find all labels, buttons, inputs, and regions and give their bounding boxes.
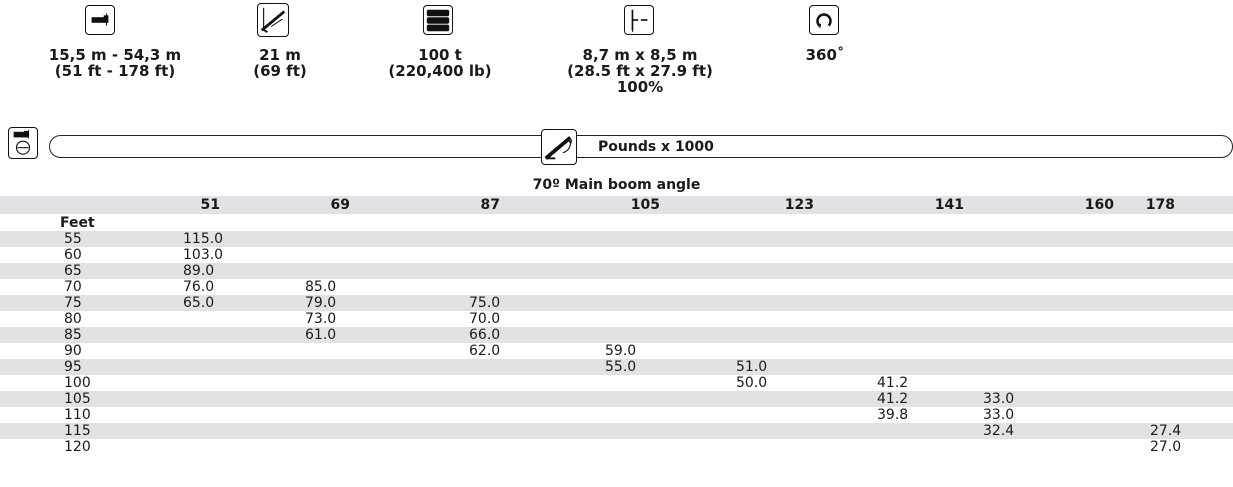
table-cell: 89.0 bbox=[183, 263, 215, 279]
table-cell: 65.0 bbox=[183, 295, 215, 311]
row-label: 105 bbox=[64, 391, 91, 407]
table-row: 80 73.0 70.0 bbox=[0, 311, 1233, 327]
table-cell: 32.4 bbox=[983, 423, 1015, 439]
spec-line: (220,400 lb) bbox=[388, 62, 492, 80]
boom-radius-icon bbox=[8, 127, 38, 159]
table-cell: 70.0 bbox=[469, 311, 501, 327]
spec-line: 15,5 m - 54,3 m bbox=[48, 46, 182, 64]
boom-angle-icon bbox=[541, 129, 577, 165]
counterweight-icon bbox=[423, 5, 453, 35]
table-cell: 79.0 bbox=[305, 295, 337, 311]
table-cell: 33.0 bbox=[983, 407, 1015, 423]
row-label: 65 bbox=[64, 263, 82, 279]
angle-header: 70º Main boom angle bbox=[532, 177, 701, 193]
column-header: 160 bbox=[1084, 197, 1114, 213]
table-cell: 55.0 bbox=[605, 359, 637, 375]
row-label: 70 bbox=[64, 279, 82, 295]
table-cell: 76.0 bbox=[183, 279, 215, 295]
table-row: 55 115.0 bbox=[0, 231, 1233, 247]
table-cell: 85.0 bbox=[305, 279, 337, 295]
spec-line: 21 m bbox=[259, 46, 301, 64]
row-label: 60 bbox=[64, 247, 82, 263]
spec-line: 8,7 m x 8,5 m bbox=[582, 46, 698, 64]
column-header: 141 bbox=[934, 197, 964, 213]
column-header: 123 bbox=[784, 197, 814, 213]
table-cell: 66.0 bbox=[469, 327, 501, 343]
column-header: 87 bbox=[480, 197, 500, 213]
row-label: 115 bbox=[64, 423, 91, 439]
spec-line: (28.5 ft x 27.9 ft) bbox=[567, 62, 713, 80]
table-cell: 115.0 bbox=[183, 231, 224, 247]
table-row: 110 39.8 33.0 bbox=[0, 407, 1233, 423]
row-label: 120 bbox=[64, 439, 91, 455]
table-cell: 39.8 bbox=[877, 407, 909, 423]
table-row: 115 32.4 27.4 bbox=[0, 423, 1233, 439]
boom-length-icon bbox=[85, 5, 115, 35]
row-label: 95 bbox=[64, 359, 82, 375]
spec-line: 100 t bbox=[418, 46, 462, 64]
spec-line: 100% bbox=[616, 78, 664, 96]
jib-length-icon bbox=[257, 3, 289, 37]
row-label: 110 bbox=[64, 407, 91, 423]
column-header: 51 bbox=[200, 197, 220, 213]
column-header: 69 bbox=[330, 197, 350, 213]
table-row: 65 89.0 bbox=[0, 263, 1233, 279]
row-label: 80 bbox=[64, 311, 82, 327]
table-cell: 103.0 bbox=[183, 247, 224, 263]
table-cell: 27.4 bbox=[1150, 423, 1182, 439]
table-row: 100 50.0 41.2 bbox=[0, 375, 1233, 391]
load-chart-table: 51 69 87 105 123 141 160 178 Feet 55 115.… bbox=[0, 196, 1233, 455]
table-cell: 75.0 bbox=[469, 295, 501, 311]
table-cell: 41.2 bbox=[877, 375, 909, 391]
table-row: 90 62.0 59.0 bbox=[0, 343, 1233, 359]
table-cell: 59.0 bbox=[605, 343, 637, 359]
table-cell: 61.0 bbox=[305, 327, 337, 343]
row-header-row: Feet bbox=[0, 214, 1233, 231]
spec-line: (51 ft - 178 ft) bbox=[54, 62, 176, 80]
table-row: 70 76.0 85.0 bbox=[0, 279, 1233, 295]
table-cell: 50.0 bbox=[736, 375, 768, 391]
row-label: 75 bbox=[64, 295, 82, 311]
table-cell: 33.0 bbox=[983, 391, 1015, 407]
spec-line: (69 ft) bbox=[253, 62, 307, 80]
column-header-row: 51 69 87 105 123 141 160 178 bbox=[0, 196, 1233, 214]
table-cell: 51.0 bbox=[736, 359, 768, 375]
table-row: 85 61.0 66.0 bbox=[0, 327, 1233, 343]
table-row: 105 41.2 33.0 bbox=[0, 391, 1233, 407]
row-label: 55 bbox=[64, 231, 82, 247]
row-label: 100 bbox=[64, 375, 91, 391]
outrigger-spread-icon bbox=[624, 5, 654, 35]
table-cell: 41.2 bbox=[877, 391, 909, 407]
table-cell: 27.0 bbox=[1150, 439, 1182, 455]
column-header: 105 bbox=[630, 197, 660, 213]
table-row: 60 103.0 bbox=[0, 247, 1233, 263]
row-header-label: Feet bbox=[60, 215, 95, 231]
table-cell: 73.0 bbox=[305, 311, 337, 327]
table-row: 75 65.0 79.0 75.0 bbox=[0, 295, 1233, 311]
table-row: 95 55.0 51.0 bbox=[0, 359, 1233, 375]
rotation-icon bbox=[809, 5, 839, 35]
units-label: Pounds x 1000 bbox=[598, 139, 714, 155]
table-row: 120 27.0 bbox=[0, 439, 1233, 455]
spec-line: 360˚ bbox=[805, 46, 845, 64]
column-header: 178 bbox=[1145, 197, 1175, 213]
row-label: 85 bbox=[64, 327, 82, 343]
row-label: 90 bbox=[64, 343, 82, 359]
table-cell: 62.0 bbox=[469, 343, 501, 359]
